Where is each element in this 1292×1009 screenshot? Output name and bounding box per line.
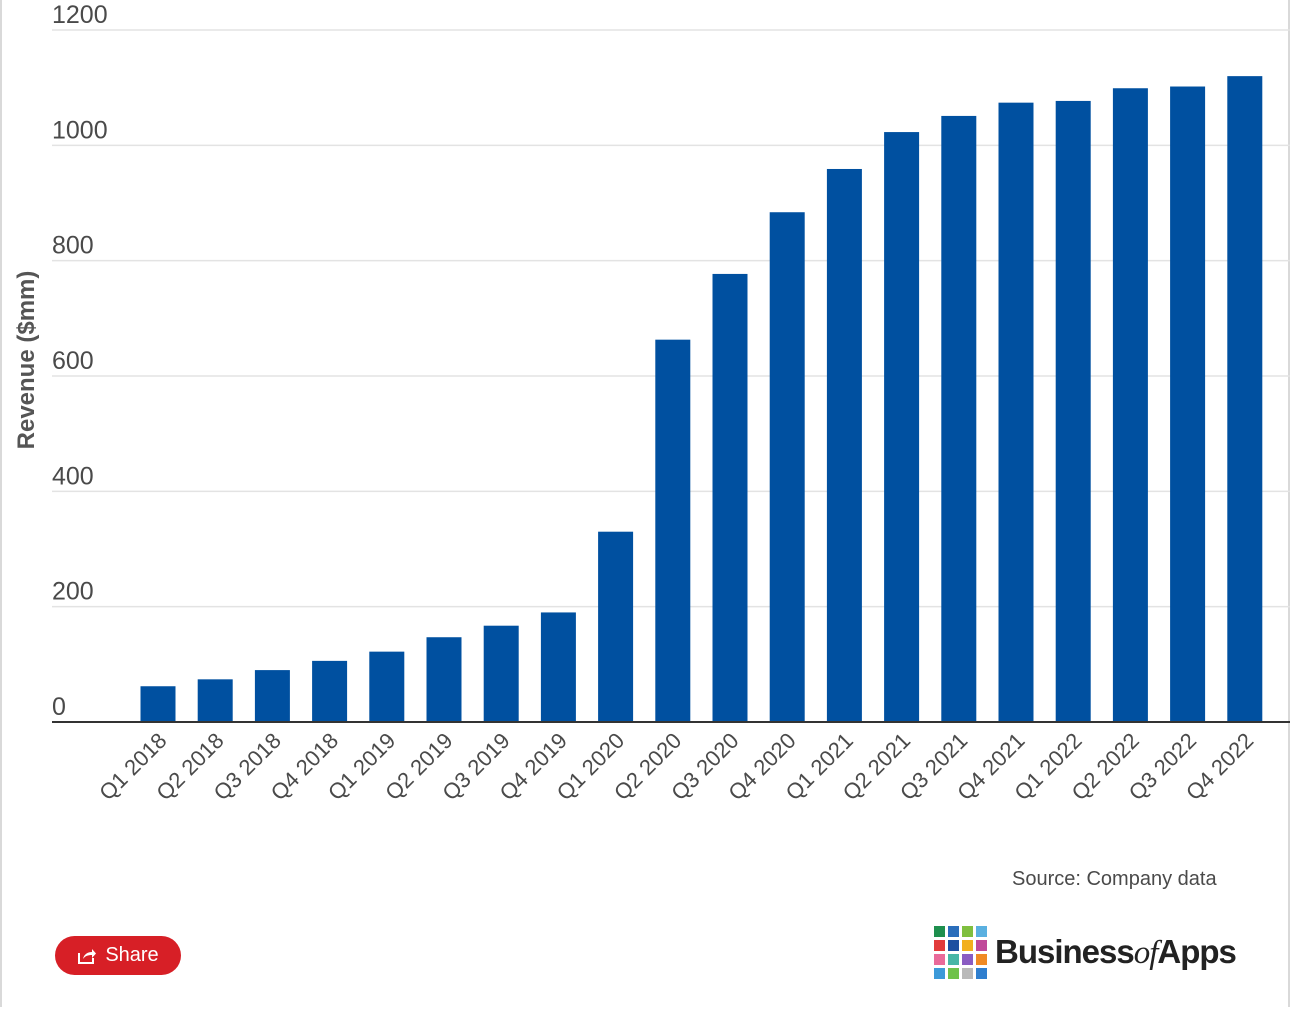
y-tick-label: 200 (52, 578, 94, 606)
logo-tile (948, 954, 959, 965)
logo-tile (962, 940, 973, 951)
bar (1112, 88, 1148, 722)
logo-mark (934, 926, 987, 979)
y-axis-ticks: 0 200 400 600 800 1000 1200 (52, 1, 108, 721)
logo-tile (934, 940, 945, 951)
y-tick-label: 600 (52, 347, 94, 375)
bar (540, 612, 576, 722)
logo-tile (976, 940, 987, 951)
logo-tile (948, 968, 959, 979)
y-tick-label: 0 (52, 693, 66, 721)
bar (197, 679, 233, 722)
source-note: Source: Company data (1012, 868, 1217, 890)
bar (426, 637, 462, 722)
bar (655, 339, 691, 722)
businessofapps-logo: BusinessofApps (934, 926, 1237, 979)
share-icon (78, 948, 97, 964)
logo-tile (976, 926, 987, 937)
y-axis-label: Revenue ($mm) (13, 271, 40, 450)
share-button[interactable]: Share (55, 936, 181, 975)
bar (483, 625, 519, 722)
bars (140, 76, 1263, 723)
bar (712, 273, 748, 722)
bar (1227, 76, 1263, 723)
share-label: Share (105, 944, 159, 966)
logo-tile (948, 926, 959, 937)
bar (140, 686, 176, 722)
logo-tile (948, 940, 959, 951)
bar (941, 115, 977, 722)
logo-tile (976, 954, 987, 965)
y-tick-label: 800 (52, 232, 94, 260)
logo-tile (962, 954, 973, 965)
y-tick-label: 400 (52, 462, 94, 490)
logo-tile (962, 926, 973, 937)
bar (1055, 100, 1091, 723)
logo-tile (934, 954, 945, 965)
logo-text: BusinessofApps (995, 933, 1237, 971)
bar (884, 132, 920, 722)
bar (998, 102, 1034, 722)
logo-tile (934, 968, 945, 979)
bar (312, 660, 348, 722)
bar (598, 531, 634, 722)
y-tick-label: 1200 (52, 1, 108, 29)
bar (254, 670, 290, 722)
bar (826, 168, 862, 722)
logo-tile (934, 926, 945, 937)
logo-tile (976, 968, 987, 979)
bar (369, 651, 405, 722)
bar (1170, 86, 1206, 723)
logo-tile (962, 968, 973, 979)
y-tick-label: 1000 (52, 116, 108, 144)
bar (769, 212, 805, 722)
